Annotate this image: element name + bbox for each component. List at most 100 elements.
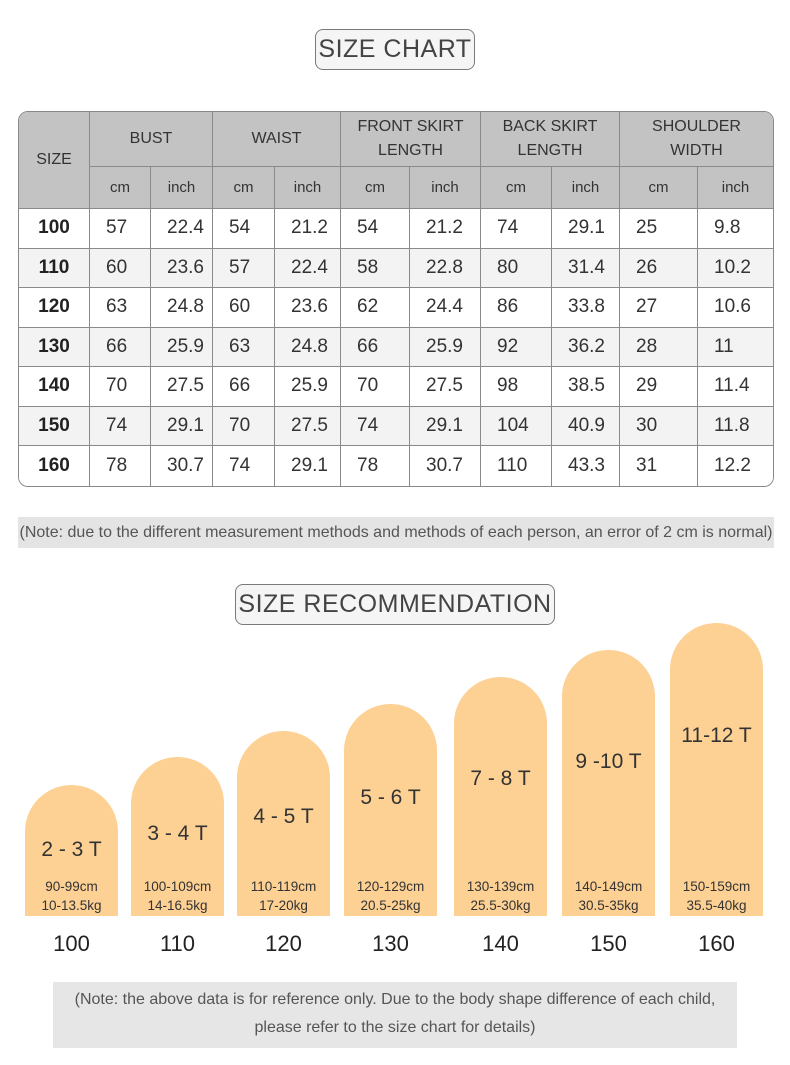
size-cell: 100: [19, 209, 90, 249]
measurement-cell: 70: [213, 406, 275, 446]
measurement-cell: 11.4: [698, 367, 773, 407]
age-range-label: 5 - 6 T: [360, 786, 421, 809]
weight-range-label: 14-16.5kg: [147, 898, 208, 913]
measurement-cell: 29.1: [410, 406, 481, 446]
size-bar: 3 - 4 T 100-109cm 14-16.5kg: [131, 757, 224, 916]
measurement-cell: 27.5: [410, 367, 481, 407]
size-recommendation-title: SIZE RECOMMENDATION: [235, 584, 555, 625]
measurement-cell: 31.4: [552, 248, 620, 288]
table-row: 160 78 30.7 74 29.1 78 30.7 110 43.3 31 12.2: [19, 446, 773, 486]
measurement-cell: 11.8: [698, 406, 773, 446]
weight-range-label: 25.5-30kg: [470, 898, 531, 913]
age-range-label: 4 - 5 T: [253, 805, 314, 828]
table-row: 110 60 23.6 57 22.4 58 22.8 80 31.4 26 10.2: [19, 248, 773, 288]
size-bar: 4 - 5 T 110-119cm 17-20kg: [237, 731, 330, 916]
height-range-label: 140-149cm: [574, 879, 643, 894]
measurement-cell: 27.5: [275, 406, 341, 446]
measurement-cell: 80: [481, 248, 552, 288]
size-cell: 150: [19, 406, 90, 446]
weight-range-label: 10-13.5kg: [41, 898, 102, 913]
unit-header-inch: inch: [552, 167, 620, 209]
size-bar: 11-12 T 150-159cm 35.5-40kg: [670, 623, 763, 916]
measurement-cell: 10.6: [698, 288, 773, 328]
size-chart-body: 100 57 22.4 54 21.2 54 21.2 74 29.1 25 9.8 110 60 23.…: [19, 209, 773, 486]
measurement-cell: 25.9: [275, 367, 341, 407]
measurement-cell: 74: [341, 406, 410, 446]
size-label: 140: [482, 931, 519, 956]
measurement-cell: 66: [341, 327, 410, 367]
unit-header-inch: inch: [410, 167, 481, 209]
measurement-cell: 62: [341, 288, 410, 328]
height-range-label: 130-139cm: [466, 879, 535, 894]
measurement-cell: 66: [90, 327, 151, 367]
measurement-cell: 21.2: [275, 209, 341, 249]
measurement-cell: 40.9: [552, 406, 620, 446]
measurement-cell: 63: [90, 288, 151, 328]
measurement-cell: 54: [341, 209, 410, 249]
measurement-cell: 11: [698, 327, 773, 367]
group-header-waist: WAIST: [213, 112, 341, 167]
size-cell: 160: [19, 446, 90, 486]
measurement-cell: 21.2: [410, 209, 481, 249]
table-row: 120 63 24.8 60 23.6 62 24.4 86 33.8 27 10.6: [19, 288, 773, 328]
measurement-cell: 104: [481, 406, 552, 446]
size-cell: 120: [19, 288, 90, 328]
size-label: 160: [698, 931, 735, 956]
measurement-cell: 110: [481, 446, 552, 486]
size-bar: 7 - 8 T 130-139cm 25.5-30kg: [454, 677, 547, 916]
measurement-cell: 70: [90, 367, 151, 407]
unit-header-cm: cm: [213, 167, 275, 209]
measurement-cell: 70: [341, 367, 410, 407]
measurement-cell: 43.3: [552, 446, 620, 486]
reference-note: (Note: the above data is for reference o…: [53, 982, 737, 1048]
measurement-cell: 54: [213, 209, 275, 249]
size-cell: 130: [19, 327, 90, 367]
measurement-cell: 29.1: [552, 209, 620, 249]
measurement-cell: 29.1: [151, 406, 213, 446]
weight-range-label: 20.5-25kg: [360, 898, 421, 913]
unit-header-inch: inch: [151, 167, 213, 209]
size-chart-title: SIZE CHART: [315, 29, 475, 70]
measurement-cell: 9.8: [698, 209, 773, 249]
measurement-cell: 98: [481, 367, 552, 407]
measurement-cell: 10.2: [698, 248, 773, 288]
table-row: 140 70 27.5 66 25.9 70 27.5 98 38.5 29 11.4: [19, 367, 773, 407]
height-range-label: 150-159cm: [682, 879, 751, 894]
height-range-label: 120-129cm: [356, 879, 425, 894]
size-label: 130: [372, 931, 409, 956]
measurement-note: (Note: due to the different measurement …: [18, 517, 774, 548]
measurement-cell: 74: [90, 406, 151, 446]
measurement-cell: 25.9: [410, 327, 481, 367]
age-range-label: 9 -10 T: [575, 750, 642, 773]
measurement-cell: 58: [341, 248, 410, 288]
measurement-cell: 24.8: [275, 327, 341, 367]
measurement-cell: 74: [213, 446, 275, 486]
measurement-cell: 78: [90, 446, 151, 486]
size-cell: 110: [19, 248, 90, 288]
measurement-cell: 25.9: [151, 327, 213, 367]
unit-header-cm: cm: [620, 167, 698, 209]
size-label: 100: [53, 931, 90, 956]
measurement-cell: 28: [620, 327, 698, 367]
age-range-label: 7 - 8 T: [470, 767, 531, 790]
weight-range-label: 30.5-35kg: [578, 898, 639, 913]
size-label: 120: [265, 931, 302, 956]
size-chart-table: SIZE BUST WAIST FRONT SKIRT LENGTH BACK S…: [18, 111, 774, 487]
size-bar: 9 -10 T 140-149cm 30.5-35kg: [562, 650, 655, 916]
measurement-cell: 23.6: [275, 288, 341, 328]
unit-header-cm: cm: [341, 167, 410, 209]
weight-range-label: 35.5-40kg: [686, 898, 747, 913]
table-row: 150 74 29.1 70 27.5 74 29.1 104 40.9 30 11.8: [19, 406, 773, 446]
size-bar: 2 - 3 T 90-99cm 10-13.5kg: [25, 785, 118, 916]
measurement-cell: 57: [90, 209, 151, 249]
measurement-cell: 22.8: [410, 248, 481, 288]
measurement-cell: 22.4: [275, 248, 341, 288]
unit-header-inch: inch: [698, 167, 773, 209]
group-header-bust: BUST: [90, 112, 213, 167]
measurement-cell: 25: [620, 209, 698, 249]
measurement-cell: 29.1: [275, 446, 341, 486]
measurement-cell: 30: [620, 406, 698, 446]
measurement-cell: 66: [213, 367, 275, 407]
measurement-cell: 78: [341, 446, 410, 486]
